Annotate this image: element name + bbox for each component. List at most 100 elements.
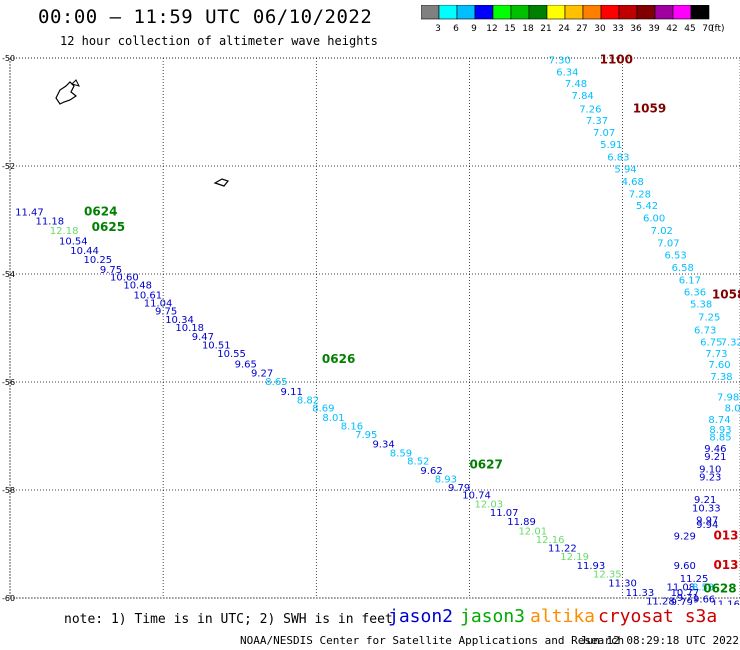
- wave-height-value: 10.48: [123, 281, 152, 292]
- lat-label: -56: [2, 378, 15, 387]
- wave-height-value: 8.85: [709, 432, 731, 443]
- wave-height-value: 7.28: [629, 189, 651, 200]
- colorbar-tick: 21: [540, 24, 551, 34]
- wave-height-value: 9.21: [694, 495, 716, 506]
- wave-height-value: 12.19: [560, 552, 589, 563]
- colorbar-tick: 30: [594, 24, 606, 34]
- island-shape: [213, 178, 230, 187]
- lon-label: 165: [2, 604, 17, 605]
- color-scale-legend: 3 6 9 12 15 18 21 24 27 30 33 36 39 42 45 70(ft): [421, 5, 725, 34]
- wave-height-value: 7.37: [586, 116, 608, 127]
- pass-time-label: 0628: [703, 582, 736, 596]
- units-note: note: 1) Time is in UTC; 2) SWH is in fe…: [64, 612, 393, 627]
- wave-height-value: 10.60: [110, 272, 139, 283]
- colorbar-tick: 70: [702, 24, 714, 34]
- wave-height-value: 12.35: [593, 569, 622, 580]
- wave-height-value: 8.59: [390, 449, 412, 460]
- wave-height-value: 11.93: [577, 561, 606, 572]
- wave-height-value: 11.08: [666, 582, 695, 593]
- wave-height-value: 9.79: [671, 598, 693, 605]
- wave-height-value: 7.95: [355, 430, 377, 441]
- wave-height-value: 8.02: [725, 404, 740, 415]
- wave-height-value: 7.02: [651, 226, 673, 237]
- wave-height-value: 8.74: [708, 415, 730, 426]
- wave-height-value: 9.97: [696, 515, 718, 526]
- lat-label: -54: [2, 270, 15, 279]
- wave-height-value: 10.55: [217, 349, 246, 360]
- wave-height-value: 6.00: [643, 214, 665, 225]
- wave-height-value: 10.18: [175, 323, 204, 334]
- colorbar-tick: 9: [471, 24, 477, 34]
- wave-height-value: 11.04: [144, 298, 173, 309]
- wave-height-value: 6.58: [672, 263, 694, 274]
- wave-height-value: 8.65: [265, 377, 287, 388]
- wave-height-value: 10.44: [70, 246, 99, 257]
- wave-height-value: 9.94: [696, 520, 718, 531]
- wave-height-value: 6.34: [556, 67, 578, 78]
- wave-height-value: 12.03: [475, 499, 504, 510]
- wave-height-value: 11.33: [626, 588, 655, 599]
- wave-height-value: 8.16: [341, 422, 363, 433]
- pass-time-label: 1100: [600, 52, 633, 66]
- wave-height-value: 9.46: [704, 444, 726, 455]
- wave-height-value: 9.10: [699, 465, 721, 476]
- wave-height-value: 12.16: [536, 535, 565, 546]
- wave-height-value: 8.52: [407, 457, 429, 468]
- wave-height-value: 9.75: [155, 307, 177, 318]
- wave-height-value: 9.21: [704, 452, 726, 463]
- page-title: 00:00 – 11:59 UTC 06/10/2022: [38, 6, 373, 28]
- wave-height-value: 6.75: [700, 337, 722, 348]
- wave-height-value: 9.75: [100, 265, 122, 276]
- map-frame: [9, 57, 740, 599]
- wave-height-value: 9.79: [448, 483, 470, 494]
- lon-label: 171: [309, 604, 324, 605]
- pass-time-label: 0626: [322, 352, 355, 366]
- wave-height-value: 10.54: [59, 236, 88, 247]
- wave-height-value: 12.01: [518, 526, 547, 537]
- wave-height-value: 6.17: [679, 276, 701, 287]
- wave-height-value: 7.32: [721, 337, 740, 348]
- wave-height-value: 8.69: [312, 404, 334, 415]
- wave-height-value: 8.93: [435, 474, 457, 485]
- wave-height-value: 7.25: [698, 312, 720, 323]
- wave-height-value: 9.65: [235, 359, 257, 370]
- wave-height-value: 7.26: [579, 105, 601, 116]
- lat-label: -58: [2, 486, 15, 495]
- legend-bar: note: 1) Time is in UTC; 2) SWH is in fe…: [0, 606, 740, 630]
- legend-cryosat-s3a: cryosat s3a: [598, 606, 718, 627]
- wave-height-value: 7.48: [565, 79, 587, 90]
- wave-height-value: 9.27: [251, 369, 273, 380]
- wave-height-value: 9.11: [281, 387, 303, 398]
- wave-height-value: 6.83: [607, 153, 629, 164]
- pass-time-label: 0131: [713, 558, 740, 572]
- lon-label: -174: [460, 604, 478, 605]
- wave-height-value: 5.42: [636, 201, 658, 212]
- wave-height-value: 5.94: [614, 164, 636, 175]
- colorbar-tick: 42: [666, 24, 677, 34]
- colorbar-tick: 6: [453, 24, 459, 34]
- wave-height-value: 9.29: [674, 532, 696, 543]
- colorbar-unit: (ft): [711, 24, 725, 34]
- wave-height-value: 11.28: [646, 596, 675, 605]
- colorbar-tick: 27: [576, 24, 587, 34]
- wave-height-value: 7.73: [705, 349, 727, 360]
- wave-height-value: 11.47: [15, 208, 44, 219]
- island-shape: [55, 81, 78, 105]
- colorbar-tick: 36: [630, 24, 642, 34]
- wave-height-value: 11.89: [507, 517, 536, 528]
- wave-height-value: 9.23: [699, 472, 721, 483]
- pass-time-label: 0624: [84, 205, 117, 219]
- colorbar-tick: 15: [504, 24, 515, 34]
- wave-height-value: 10.33: [692, 504, 721, 515]
- wave-height-value: 10.34: [165, 315, 194, 326]
- wave-height-value: 7.30: [549, 55, 571, 66]
- wave-height-value: 9.62: [420, 466, 442, 477]
- wave-height-value: 9.66: [693, 594, 715, 605]
- wave-height-value: 7.07: [593, 128, 615, 139]
- page-subtitle: 12 hour collection of altimeter wave hei…: [60, 34, 378, 48]
- lat-label: -60: [2, 594, 15, 603]
- wave-height-value: 10.51: [202, 341, 231, 352]
- colorbar-tick: 12: [486, 24, 497, 34]
- lon-label: 168: [156, 604, 171, 605]
